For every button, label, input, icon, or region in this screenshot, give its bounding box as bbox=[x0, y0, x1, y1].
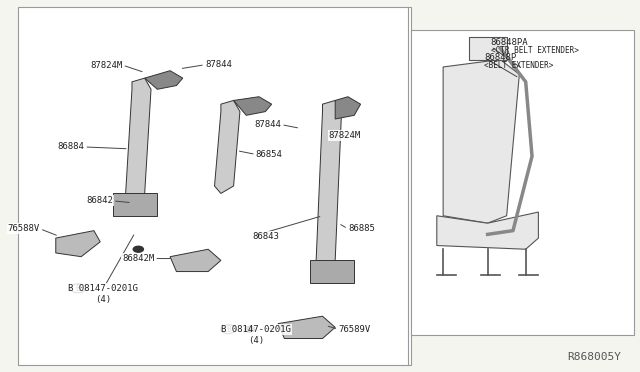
Polygon shape bbox=[234, 97, 272, 115]
Text: 86884: 86884 bbox=[58, 142, 84, 151]
Polygon shape bbox=[316, 100, 342, 268]
Polygon shape bbox=[335, 97, 360, 119]
Bar bbox=[412, 30, 634, 335]
Text: 87844: 87844 bbox=[205, 60, 232, 69]
Text: 86842M: 86842M bbox=[122, 254, 154, 263]
Text: 76588V: 76588V bbox=[8, 224, 40, 233]
Text: B 08147-0201G: B 08147-0201G bbox=[221, 325, 291, 334]
Text: (4): (4) bbox=[95, 295, 111, 304]
Polygon shape bbox=[443, 60, 519, 223]
Text: R868005Y: R868005Y bbox=[567, 352, 621, 362]
Bar bbox=[113, 193, 157, 216]
Bar bbox=[310, 260, 354, 283]
Polygon shape bbox=[214, 100, 240, 193]
Polygon shape bbox=[170, 249, 221, 272]
Circle shape bbox=[133, 246, 143, 252]
Polygon shape bbox=[436, 212, 538, 249]
Text: B 08147-0201G: B 08147-0201G bbox=[68, 284, 138, 293]
Text: 86854: 86854 bbox=[256, 150, 283, 159]
Circle shape bbox=[221, 325, 236, 334]
Text: 86885: 86885 bbox=[348, 224, 375, 233]
Text: <BELT EXTENDER>: <BELT EXTENDER> bbox=[484, 61, 554, 70]
Polygon shape bbox=[125, 78, 151, 201]
Polygon shape bbox=[145, 71, 183, 89]
Circle shape bbox=[70, 284, 86, 293]
Text: 86848P: 86848P bbox=[484, 53, 516, 62]
Polygon shape bbox=[468, 37, 507, 60]
Text: 76589V: 76589V bbox=[339, 325, 371, 334]
Text: B: B bbox=[76, 284, 80, 293]
Text: <CTR BELT EXTENDER>: <CTR BELT EXTENDER> bbox=[491, 46, 579, 55]
Text: 86848PA: 86848PA bbox=[491, 38, 529, 47]
Text: 87824M: 87824M bbox=[329, 131, 361, 140]
Text: 86842: 86842 bbox=[86, 196, 113, 205]
Bar bbox=[18, 7, 412, 365]
Text: 87844: 87844 bbox=[254, 120, 281, 129]
Polygon shape bbox=[56, 231, 100, 257]
Text: 86843: 86843 bbox=[253, 232, 280, 241]
Text: (4): (4) bbox=[248, 336, 264, 345]
Polygon shape bbox=[278, 316, 335, 339]
Text: B: B bbox=[226, 325, 231, 334]
Text: 87824M: 87824M bbox=[90, 61, 122, 70]
Circle shape bbox=[244, 326, 255, 332]
